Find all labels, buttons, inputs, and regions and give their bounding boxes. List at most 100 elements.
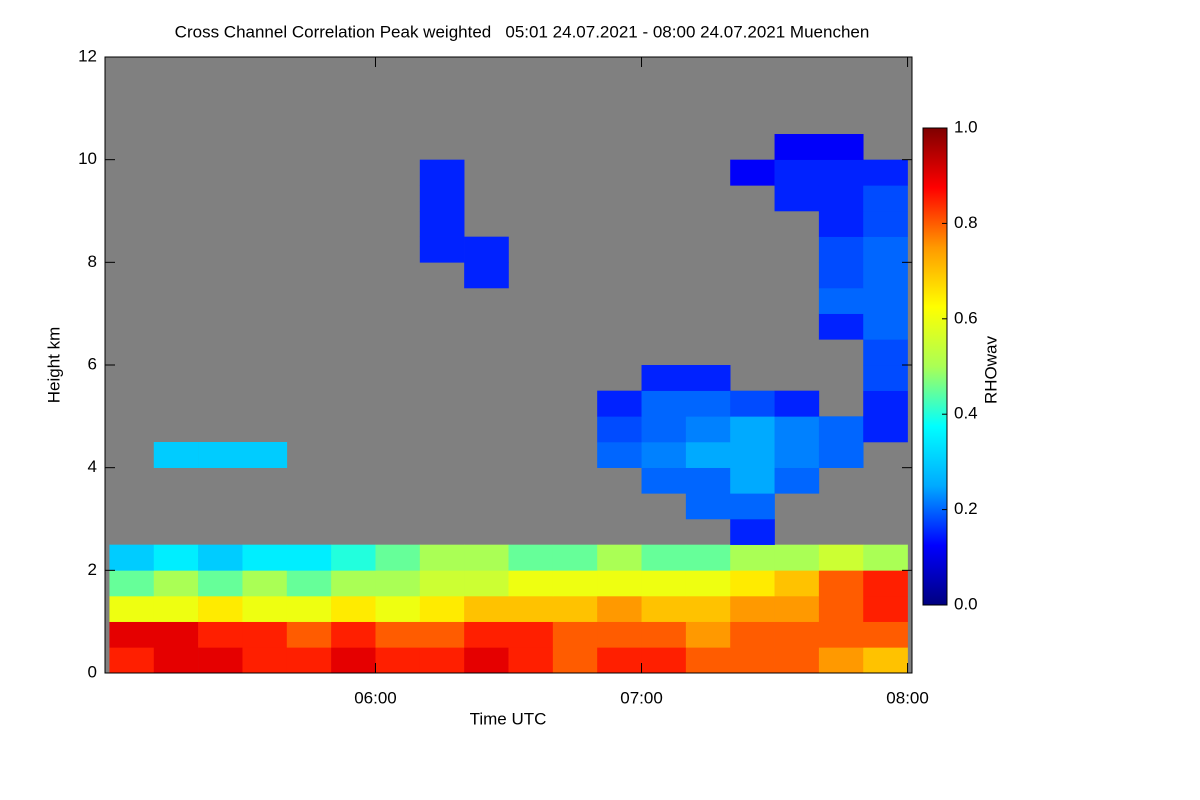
heatmap-cell [464,621,509,648]
heatmap-cell [818,621,864,648]
heatmap-cell [863,416,908,443]
heatmap-cell [863,262,908,289]
x-axis-label: Time UTC [470,709,547,728]
heatmap-cell [641,596,687,622]
heatmap-cell [198,570,243,597]
heatmap-cell [109,570,155,597]
x-tick-label: 06:00 [354,688,397,707]
heatmap-cell [464,262,509,289]
heatmap-cell [597,416,642,443]
heatmap-cell [464,570,509,597]
heatmap-cell [109,647,155,674]
x-tick-label: 07:00 [620,688,663,707]
heatmap-cell [863,288,908,314]
heatmap-cell [863,390,908,417]
heatmap-cell [730,570,775,597]
heatmap-cell [464,647,509,674]
heatmap-cell [508,621,554,648]
colorbar-tick-label: 0.6 [954,308,978,327]
heatmap-cell [552,647,598,674]
heatmap-cell [375,647,421,674]
heatmap-cell [774,134,820,160]
heatmap-cell [552,596,598,622]
heatmap-cell [818,313,864,340]
heatmap-cell [818,185,864,212]
heatmap-cell [508,596,554,622]
heatmap-cell [552,570,598,597]
colorbar-label: RHOwav [981,335,1000,404]
heatmap-cell [818,596,864,622]
heatmap-cell [331,621,376,648]
heatmap-cell [863,596,908,622]
heatmap-cell [730,621,775,648]
heatmap-cell [863,647,908,674]
heatmap-cell [685,596,731,622]
heatmap-cell [375,570,421,597]
heatmap-cell [597,570,642,597]
heatmap-cell [552,544,598,571]
heatmap-cell [242,544,288,571]
colorbar-tick-label: 1.0 [954,117,978,136]
heatmap-cell [597,647,642,674]
y-tick-label: 12 [78,46,97,65]
heatmap-cell [198,621,243,648]
heatmap-cell [153,596,199,622]
heatmap-cell [685,647,731,674]
heatmap-cell [730,519,775,545]
y-tick-label: 10 [78,149,97,168]
y-tick-label: 0 [88,662,97,681]
heatmap-cell [242,621,288,648]
colorbar-tick-label: 0.4 [954,404,978,423]
heatmap-cell [552,621,598,648]
chart-title: Cross Channel Correlation Peak weighted … [175,22,870,41]
heatmap-cell [153,442,199,468]
heatmap-cell [641,544,687,571]
heatmap-cell [774,416,820,443]
heatmap-cell [331,596,376,622]
heatmap-cell [331,544,376,571]
heatmap-cell [818,262,864,289]
heatmap-cell [641,621,687,648]
heatmap-cell [685,467,731,494]
heatmap-cell [508,544,554,571]
heatmap-cell [730,416,775,443]
heatmap-cell [863,211,908,237]
x-tick-label: 08:00 [886,688,929,707]
heatmap-cell [419,236,465,263]
heatmap-cell [774,647,820,674]
heatmap-cell [774,442,820,468]
heatmap-cell [641,467,687,494]
heatmap-cell [685,442,731,468]
heatmap-cell [818,544,864,571]
heatmap-cell [774,621,820,648]
heatmap-cell [774,185,820,212]
heatmap-cell [774,390,820,417]
heatmap-cell [597,390,642,417]
heatmap-cell [818,159,864,186]
heatmap-cell [730,467,775,494]
heatmap-cell [863,185,908,212]
heatmap-cell [198,647,243,674]
heatmap-cell [198,442,243,468]
colorbar-tick-label: 0.8 [954,213,978,232]
heatmap-cell [464,544,509,571]
heatmap-cell [818,211,864,237]
heatmap-cell [774,596,820,622]
heatmap-cell [286,570,332,597]
heatmap-cell [331,647,376,674]
heatmap-cell [198,596,243,622]
heatmap-cell [508,647,554,674]
heatmap-cell [419,596,465,622]
heatmap-cell [730,647,775,674]
colorbar [922,127,948,606]
heatmap-cell [286,647,332,674]
heatmap-cell [464,596,509,622]
heatmap-cell [685,544,731,571]
heatmap-cell [153,647,199,674]
heatmap-cell [109,621,155,648]
heatmap-cell [818,647,864,674]
heatmap-cell [774,570,820,597]
heatmap-cell [730,544,775,571]
heatmap-cell [641,416,687,443]
heatmap-cell [286,544,332,571]
